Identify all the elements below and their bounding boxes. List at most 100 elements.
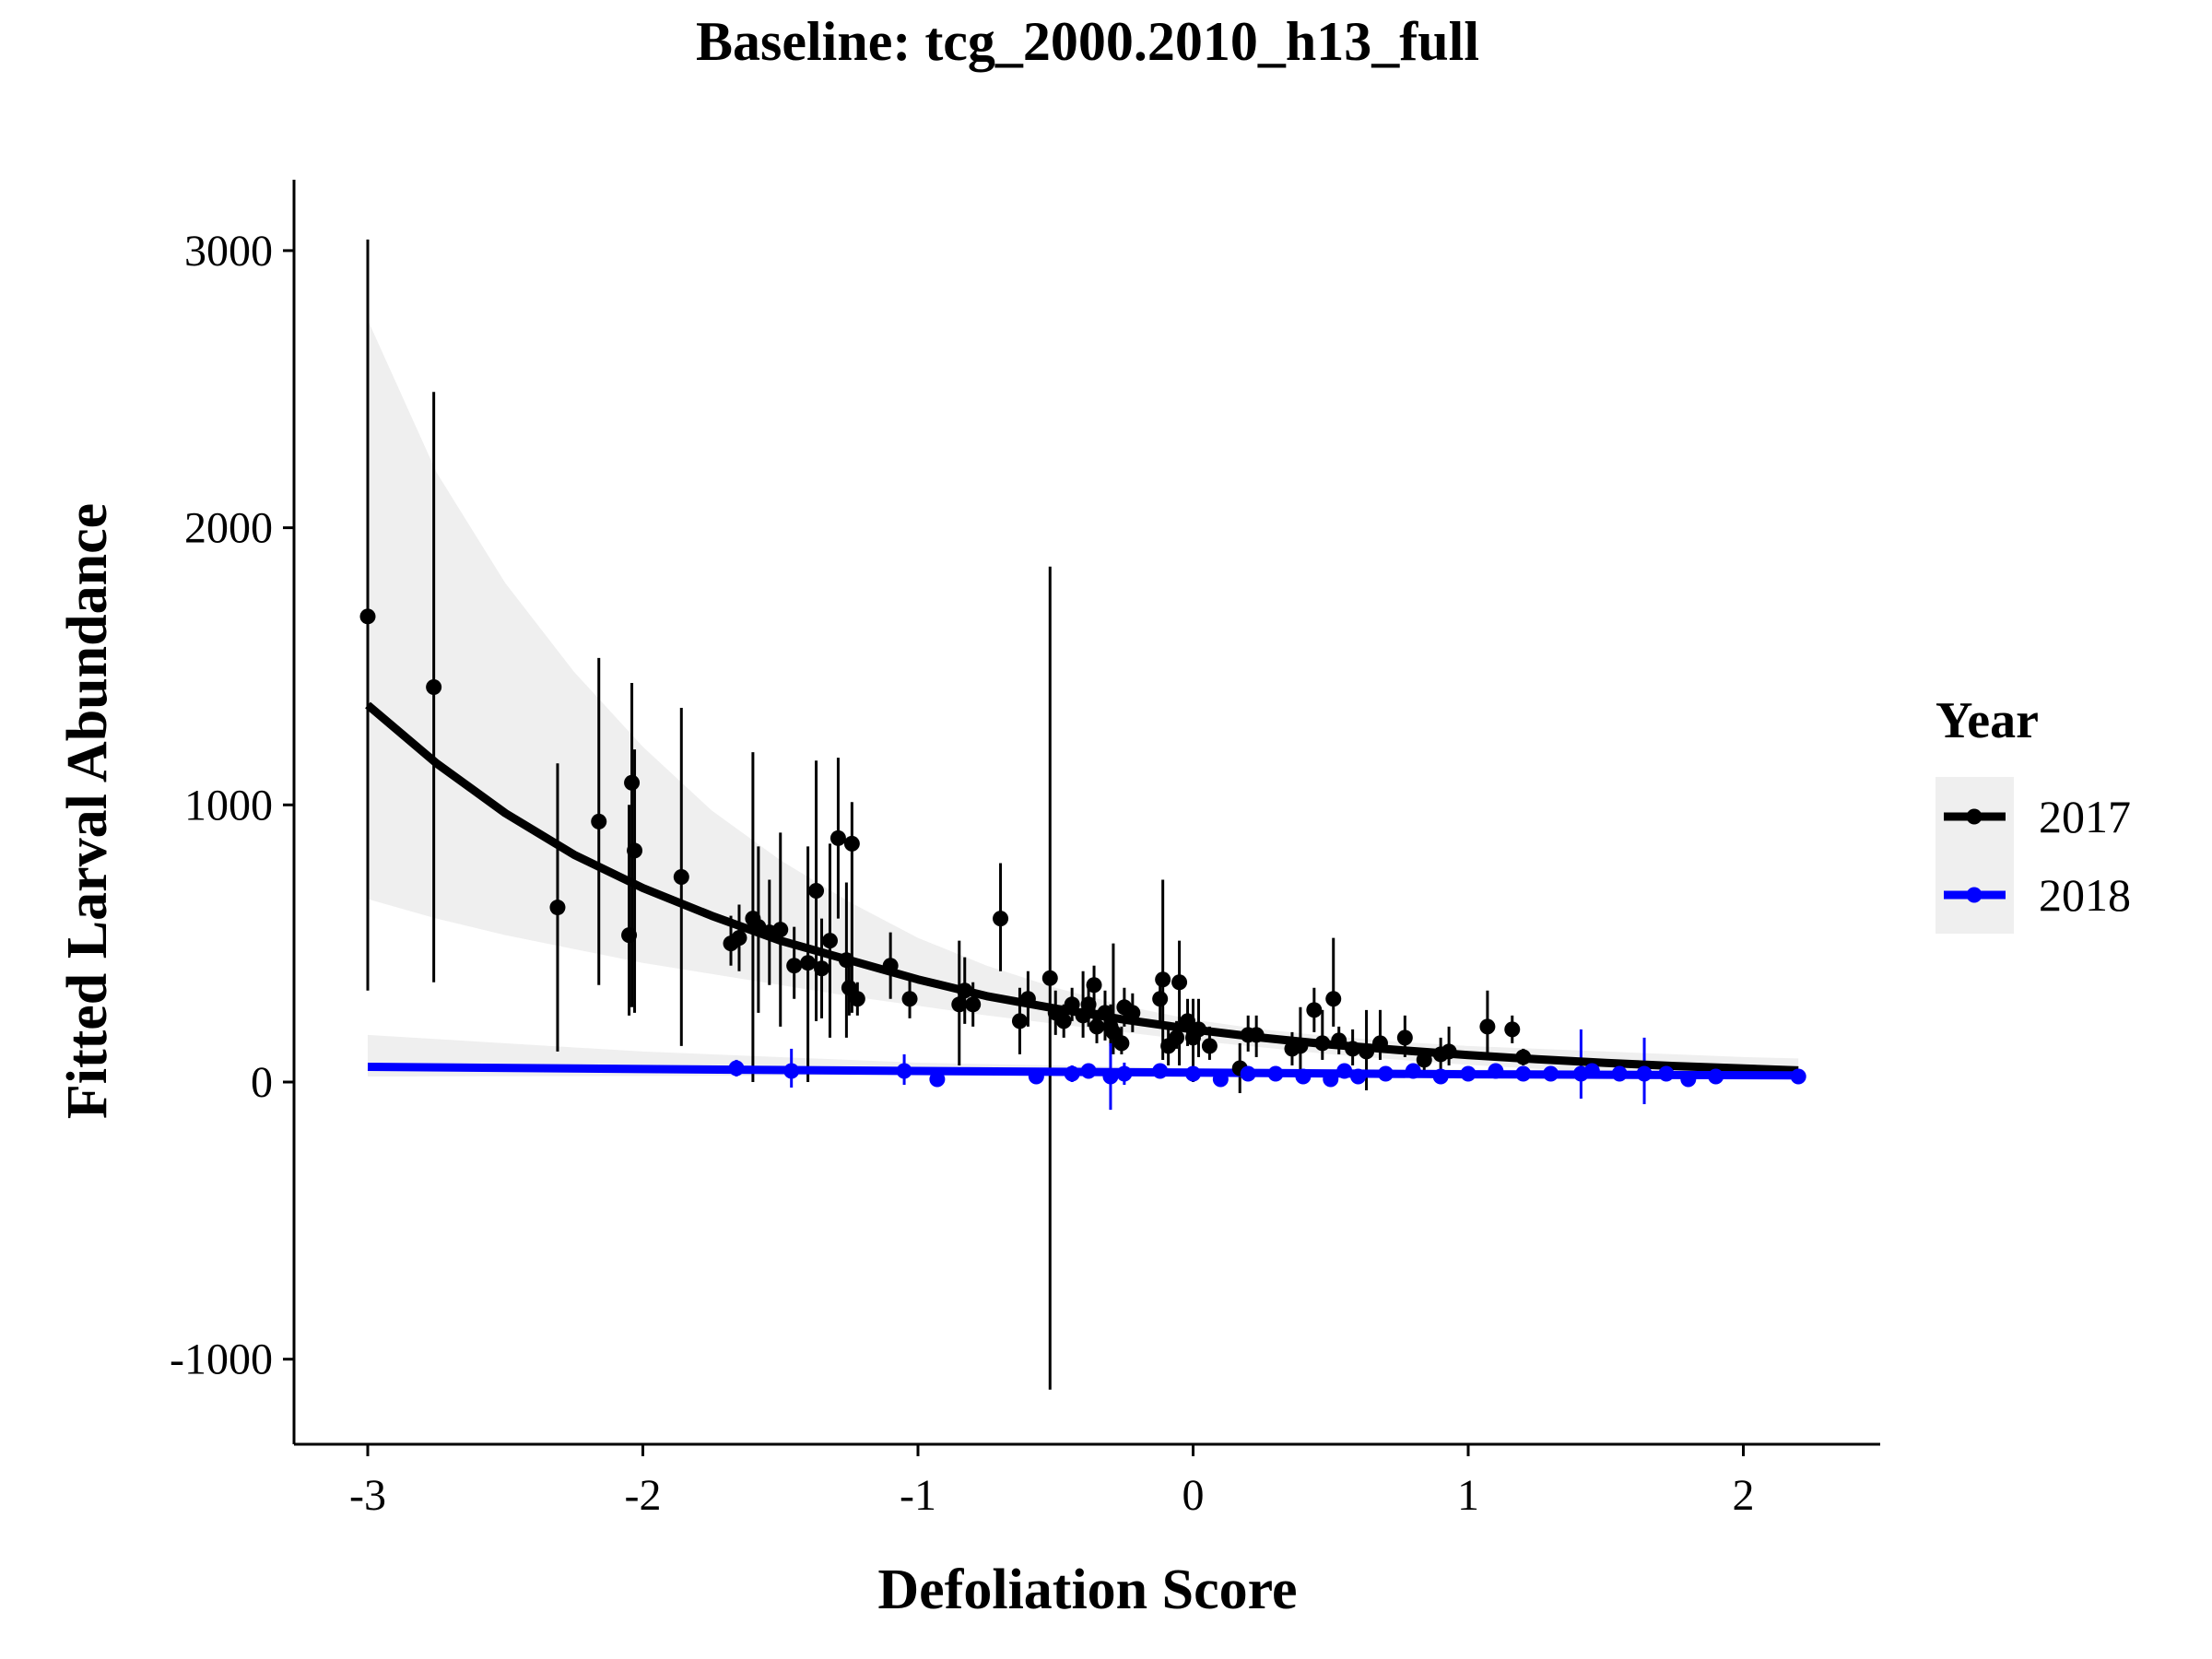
data-point-2018: [1583, 1063, 1600, 1079]
data-points: [359, 608, 1806, 1088]
data-point-2017: [843, 835, 860, 852]
x-tick-label: 2: [1733, 1471, 1755, 1520]
x-axis-label: Defoliation Score: [877, 1559, 1297, 1621]
data-point-2017: [1180, 1013, 1196, 1030]
legend: Year 2017 2018: [1936, 692, 2131, 934]
data-point-2017: [591, 813, 607, 830]
data-point-2017: [1097, 1005, 1113, 1021]
legend-point-2017: [1966, 808, 1983, 825]
legend-key-background: [1936, 777, 2014, 934]
data-point-2018: [1432, 1068, 1449, 1085]
data-point-2017: [359, 608, 376, 625]
data-point-2018: [1267, 1065, 1284, 1082]
data-point-2018: [896, 1063, 912, 1079]
y-tick-label: 0: [251, 1058, 273, 1107]
data-point-2017: [1325, 991, 1342, 1007]
data-point-2017: [786, 958, 803, 974]
chart-title: Baseline: tcg_2000.2010_h13_full: [696, 11, 1479, 72]
data-point-2018: [1377, 1065, 1394, 1082]
data-point-2017: [1105, 1024, 1122, 1041]
data-point-2017: [800, 955, 817, 971]
data-point-2018: [1152, 1063, 1169, 1079]
data-point-2017: [1248, 1027, 1265, 1043]
data-point-2017: [1515, 1049, 1532, 1065]
data-point-2018: [1708, 1068, 1724, 1085]
y-tick-label: 2000: [184, 504, 273, 553]
data-point-2017: [1113, 1035, 1130, 1052]
y-tick-label: 1000: [184, 781, 273, 830]
data-point-2017: [1479, 1018, 1496, 1035]
legend-point-2018: [1966, 887, 1983, 903]
y-axis-ticks: -1000 0 1000 2000 3000: [170, 227, 294, 1384]
confidence-ribbons: [368, 320, 1799, 1080]
legend-label-2018: 2018: [2039, 869, 2131, 921]
data-point-2017: [901, 991, 918, 1007]
data-point-2018: [1790, 1068, 1806, 1085]
x-tick-label: -2: [625, 1471, 662, 1520]
data-point-2018: [1116, 1065, 1133, 1082]
y-tick-label: -1000: [170, 1335, 273, 1384]
data-point-2018: [1350, 1068, 1367, 1085]
x-tick-label: -1: [900, 1471, 936, 1520]
data-point-2017: [1416, 1052, 1432, 1068]
data-point-2018: [929, 1071, 946, 1088]
data-point-2017: [965, 996, 982, 1013]
data-point-2017: [951, 996, 968, 1013]
data-point-2017: [1306, 1002, 1323, 1018]
data-point-2018: [728, 1060, 745, 1077]
data-point-2017: [426, 679, 442, 696]
data-point-2018: [1323, 1071, 1339, 1088]
data-point-2018: [1240, 1065, 1256, 1082]
data-point-2017: [1371, 1035, 1388, 1052]
data-point-2017: [1504, 1021, 1521, 1038]
data-point-2017: [1080, 996, 1097, 1013]
data-point-2017: [1155, 971, 1171, 988]
data-point-2018: [1680, 1071, 1697, 1088]
y-tick-label: 3000: [184, 227, 273, 276]
data-point-2018: [1185, 1065, 1201, 1082]
data-point-2017: [1011, 1013, 1028, 1030]
data-point-2017: [1345, 1041, 1361, 1057]
data-point-2018: [1102, 1068, 1119, 1085]
x-tick-label: -3: [349, 1471, 386, 1520]
data-point-2018: [1636, 1065, 1653, 1082]
data-point-2017: [1396, 1030, 1413, 1046]
data-point-2018: [1028, 1068, 1044, 1085]
data-point-2017: [1314, 1035, 1331, 1052]
y-axis-label: Fitted Larval Abundance: [56, 503, 119, 1119]
data-point-2018: [1064, 1065, 1080, 1082]
ribbon-2017: [368, 320, 1799, 1080]
data-point-2017: [1019, 991, 1036, 1007]
data-point-2018: [1460, 1065, 1477, 1082]
data-point-2017: [1086, 977, 1102, 994]
data-point-2017: [882, 958, 899, 974]
data-point-2017: [1055, 1013, 1072, 1030]
legend-title: Year: [1936, 692, 2039, 749]
data-point-2017: [830, 830, 846, 846]
data-point-2017: [1359, 1043, 1375, 1060]
data-point-2017: [808, 883, 825, 900]
data-point-2017: [1201, 1038, 1218, 1054]
data-point-2018: [1611, 1065, 1628, 1082]
data-point-2017: [1152, 991, 1169, 1007]
data-point-2017: [1171, 974, 1188, 991]
data-point-2018: [783, 1063, 800, 1079]
data-point-2017: [772, 922, 789, 938]
x-tick-label: 1: [1457, 1471, 1479, 1520]
data-point-2017: [624, 774, 641, 791]
data-point-2017: [814, 960, 830, 977]
legend-label-2017: 2017: [2039, 791, 2131, 842]
data-point-2018: [1515, 1065, 1532, 1082]
data-point-2017: [627, 842, 643, 859]
data-point-2017: [1064, 996, 1080, 1013]
data-point-2017: [1292, 1038, 1309, 1054]
data-point-2017: [1124, 1005, 1141, 1021]
data-point-2017: [841, 980, 857, 996]
data-point-2017: [1041, 970, 1058, 986]
data-point-2017: [1088, 1018, 1105, 1035]
data-point-2017: [838, 952, 854, 969]
data-point-2017: [549, 900, 566, 916]
data-point-2017: [957, 982, 973, 999]
data-point-2018: [1336, 1063, 1353, 1079]
